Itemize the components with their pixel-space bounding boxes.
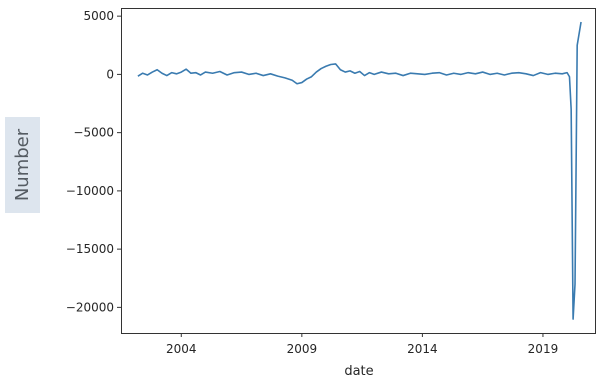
x-tick-label: 2019 bbox=[528, 342, 559, 356]
y-tick-label: −20000 bbox=[66, 300, 114, 314]
y-tick-label: −15000 bbox=[66, 242, 114, 256]
y-axis-label: Number bbox=[12, 128, 33, 201]
x-tick-label: 2009 bbox=[287, 342, 318, 356]
y-axis-label-background bbox=[5, 117, 40, 213]
y-tick-label: 0 bbox=[106, 67, 114, 81]
y-tick-label: −5000 bbox=[73, 126, 114, 140]
y-axis-label-group: Number bbox=[5, 117, 40, 213]
x-axis-label: date bbox=[344, 364, 373, 379]
x-tick-label: 2014 bbox=[407, 342, 438, 356]
y-tick-label: −10000 bbox=[66, 184, 114, 198]
series-line bbox=[137, 21, 582, 320]
y-tick-label: 5000 bbox=[83, 9, 114, 23]
y-axis-ticks: 5000 0 −5000 −10000 −15000 −20000 bbox=[66, 9, 121, 314]
plot-frame bbox=[121, 8, 596, 334]
x-axis-ticks: 2004 2009 2014 2019 bbox=[166, 333, 558, 356]
x-tick-label: 2004 bbox=[166, 342, 197, 356]
